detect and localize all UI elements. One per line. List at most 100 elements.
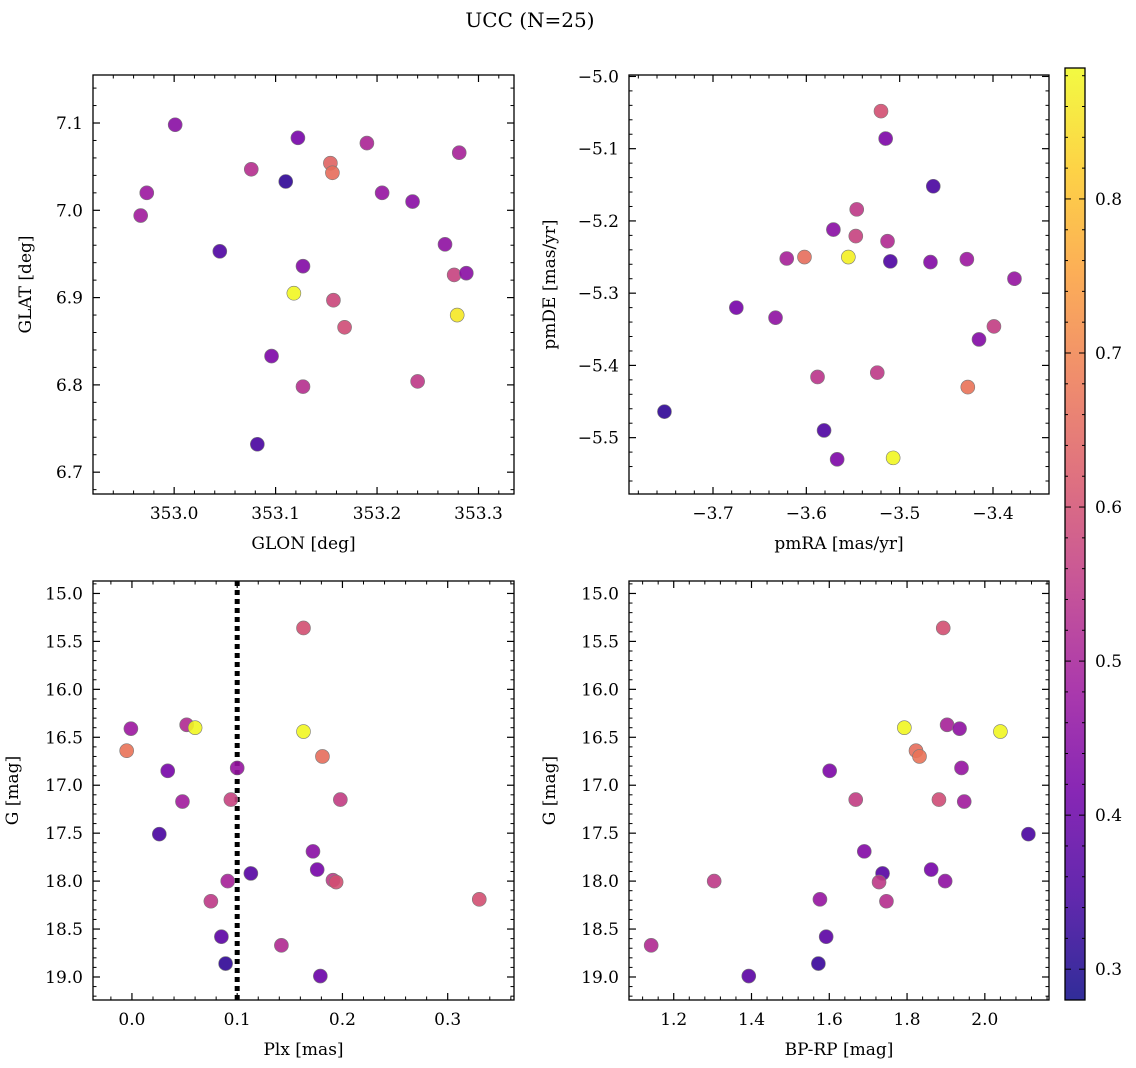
axes-frame: [92, 580, 515, 1001]
y-tick-label: 15.5: [45, 632, 83, 652]
x-tick-label: 353.2: [353, 504, 402, 524]
data-point: [810, 369, 825, 385]
x-tick-label: −3.6: [786, 504, 827, 524]
data-point: [923, 254, 938, 270]
axes-frame: [92, 74, 515, 495]
x-tick-label: 0.3: [434, 1010, 461, 1030]
y-tick-label: −5.5: [578, 429, 619, 449]
data-point: [879, 893, 894, 909]
x-tick-label: 0.2: [329, 1010, 356, 1030]
data-point: [856, 844, 872, 859]
x-tick-label: 0.0: [118, 1010, 145, 1030]
axes-frame: [628, 580, 1050, 1001]
data-point: [296, 724, 311, 739]
data-point: [818, 929, 834, 945]
data-point: [897, 720, 912, 735]
data-point: [986, 319, 1002, 334]
y-tick-label: 18.5: [45, 920, 83, 940]
data-point: [935, 620, 951, 636]
x-tick-label: −3.5: [879, 504, 920, 524]
data-point: [741, 968, 757, 984]
y-tick-label: 17.0: [45, 776, 83, 796]
x-axis-label: GLON [deg]: [251, 534, 355, 554]
x-tick-label: 353.0: [150, 504, 199, 524]
x-tick-label: 2.0: [971, 1010, 998, 1030]
y-tick-label: 19.0: [581, 968, 619, 988]
data-point: [449, 307, 465, 323]
data-point: [309, 862, 325, 877]
y-tick-label: 6.7: [56, 463, 83, 483]
data-point: [374, 185, 390, 201]
data-point: [471, 892, 487, 907]
y-tick-label: 17.5: [581, 824, 619, 844]
y-tick-label: 17.5: [45, 824, 83, 844]
y-axis-label: G [mag]: [540, 756, 560, 825]
data-point: [296, 620, 311, 636]
y-tick-label: 6.9: [56, 289, 83, 309]
data-point: [816, 423, 832, 438]
data-point: [274, 938, 289, 953]
y-tick-label: 7.1: [56, 114, 83, 134]
y-tick-label: 16.0: [581, 680, 619, 700]
y-tick-label: 18.5: [581, 920, 619, 940]
data-point: [841, 249, 856, 265]
data-point: [925, 178, 941, 194]
x-axis-label: Plx [mas]: [263, 1040, 343, 1060]
x-tick-label: 353.1: [251, 504, 300, 524]
data-point: [812, 892, 828, 907]
data-point: [328, 874, 344, 890]
data-point: [954, 760, 969, 776]
data-point: [871, 874, 887, 890]
data-point: [848, 228, 864, 244]
figure-title: UCC (N=25): [465, 8, 594, 32]
data-point: [959, 251, 975, 267]
data-point: [133, 208, 148, 223]
data-point: [797, 249, 812, 265]
data-point: [768, 310, 783, 326]
data-point: [956, 794, 972, 809]
data-point: [937, 873, 953, 889]
x-tick-label: 353.3: [454, 504, 503, 524]
subplot-glon-glat: 353.0 353.1 353.2 353.3 6.7 6.8 6.9 7.0 7.1 GLON …: [16, 74, 515, 554]
data-point: [643, 938, 659, 953]
data-point: [305, 844, 321, 859]
data-point: [278, 174, 294, 189]
y-tick-label: 7.0: [56, 201, 83, 221]
y-tick-label: −5.3: [578, 284, 619, 304]
data-point: [779, 251, 795, 266]
data-point: [931, 792, 947, 807]
data-point: [912, 749, 927, 764]
x-tick-label: 1.2: [660, 1010, 687, 1030]
data-point: [706, 873, 722, 889]
y-tick-label: 19.0: [45, 968, 83, 988]
data-point: [1007, 271, 1022, 287]
data-point: [729, 300, 744, 315]
data-point: [175, 794, 190, 809]
data-point: [849, 202, 865, 217]
y-axis-label: G [mag]: [3, 756, 23, 825]
y-tick-label: −5.0: [578, 67, 619, 87]
data-point: [869, 365, 885, 380]
data-point: [446, 267, 462, 283]
data-point: [250, 436, 265, 452]
y-axis-label: GLAT [deg]: [16, 235, 36, 333]
y-tick-label: 6.8: [56, 376, 83, 396]
data-point: [326, 292, 341, 308]
data-point: [212, 244, 228, 259]
data-point: [313, 968, 328, 984]
data-point: [229, 760, 245, 776]
data-point: [295, 258, 311, 274]
subplots: 353.0 353.1 353.2 353.3 6.7 6.8 6.9 7.0 7.1 GLON …: [3, 67, 1050, 1060]
data-point: [952, 721, 967, 736]
data-point: [243, 866, 259, 881]
data-point: [214, 929, 229, 945]
data-point: [152, 826, 167, 842]
y-tick-label: 17.0: [581, 776, 619, 796]
data-point: [657, 404, 672, 419]
y-tick-label: 15.0: [45, 584, 83, 604]
y-tick-label: −5.2: [578, 212, 619, 232]
data-point: [880, 233, 895, 249]
data-point: [167, 117, 183, 133]
data-point: [1021, 826, 1036, 842]
